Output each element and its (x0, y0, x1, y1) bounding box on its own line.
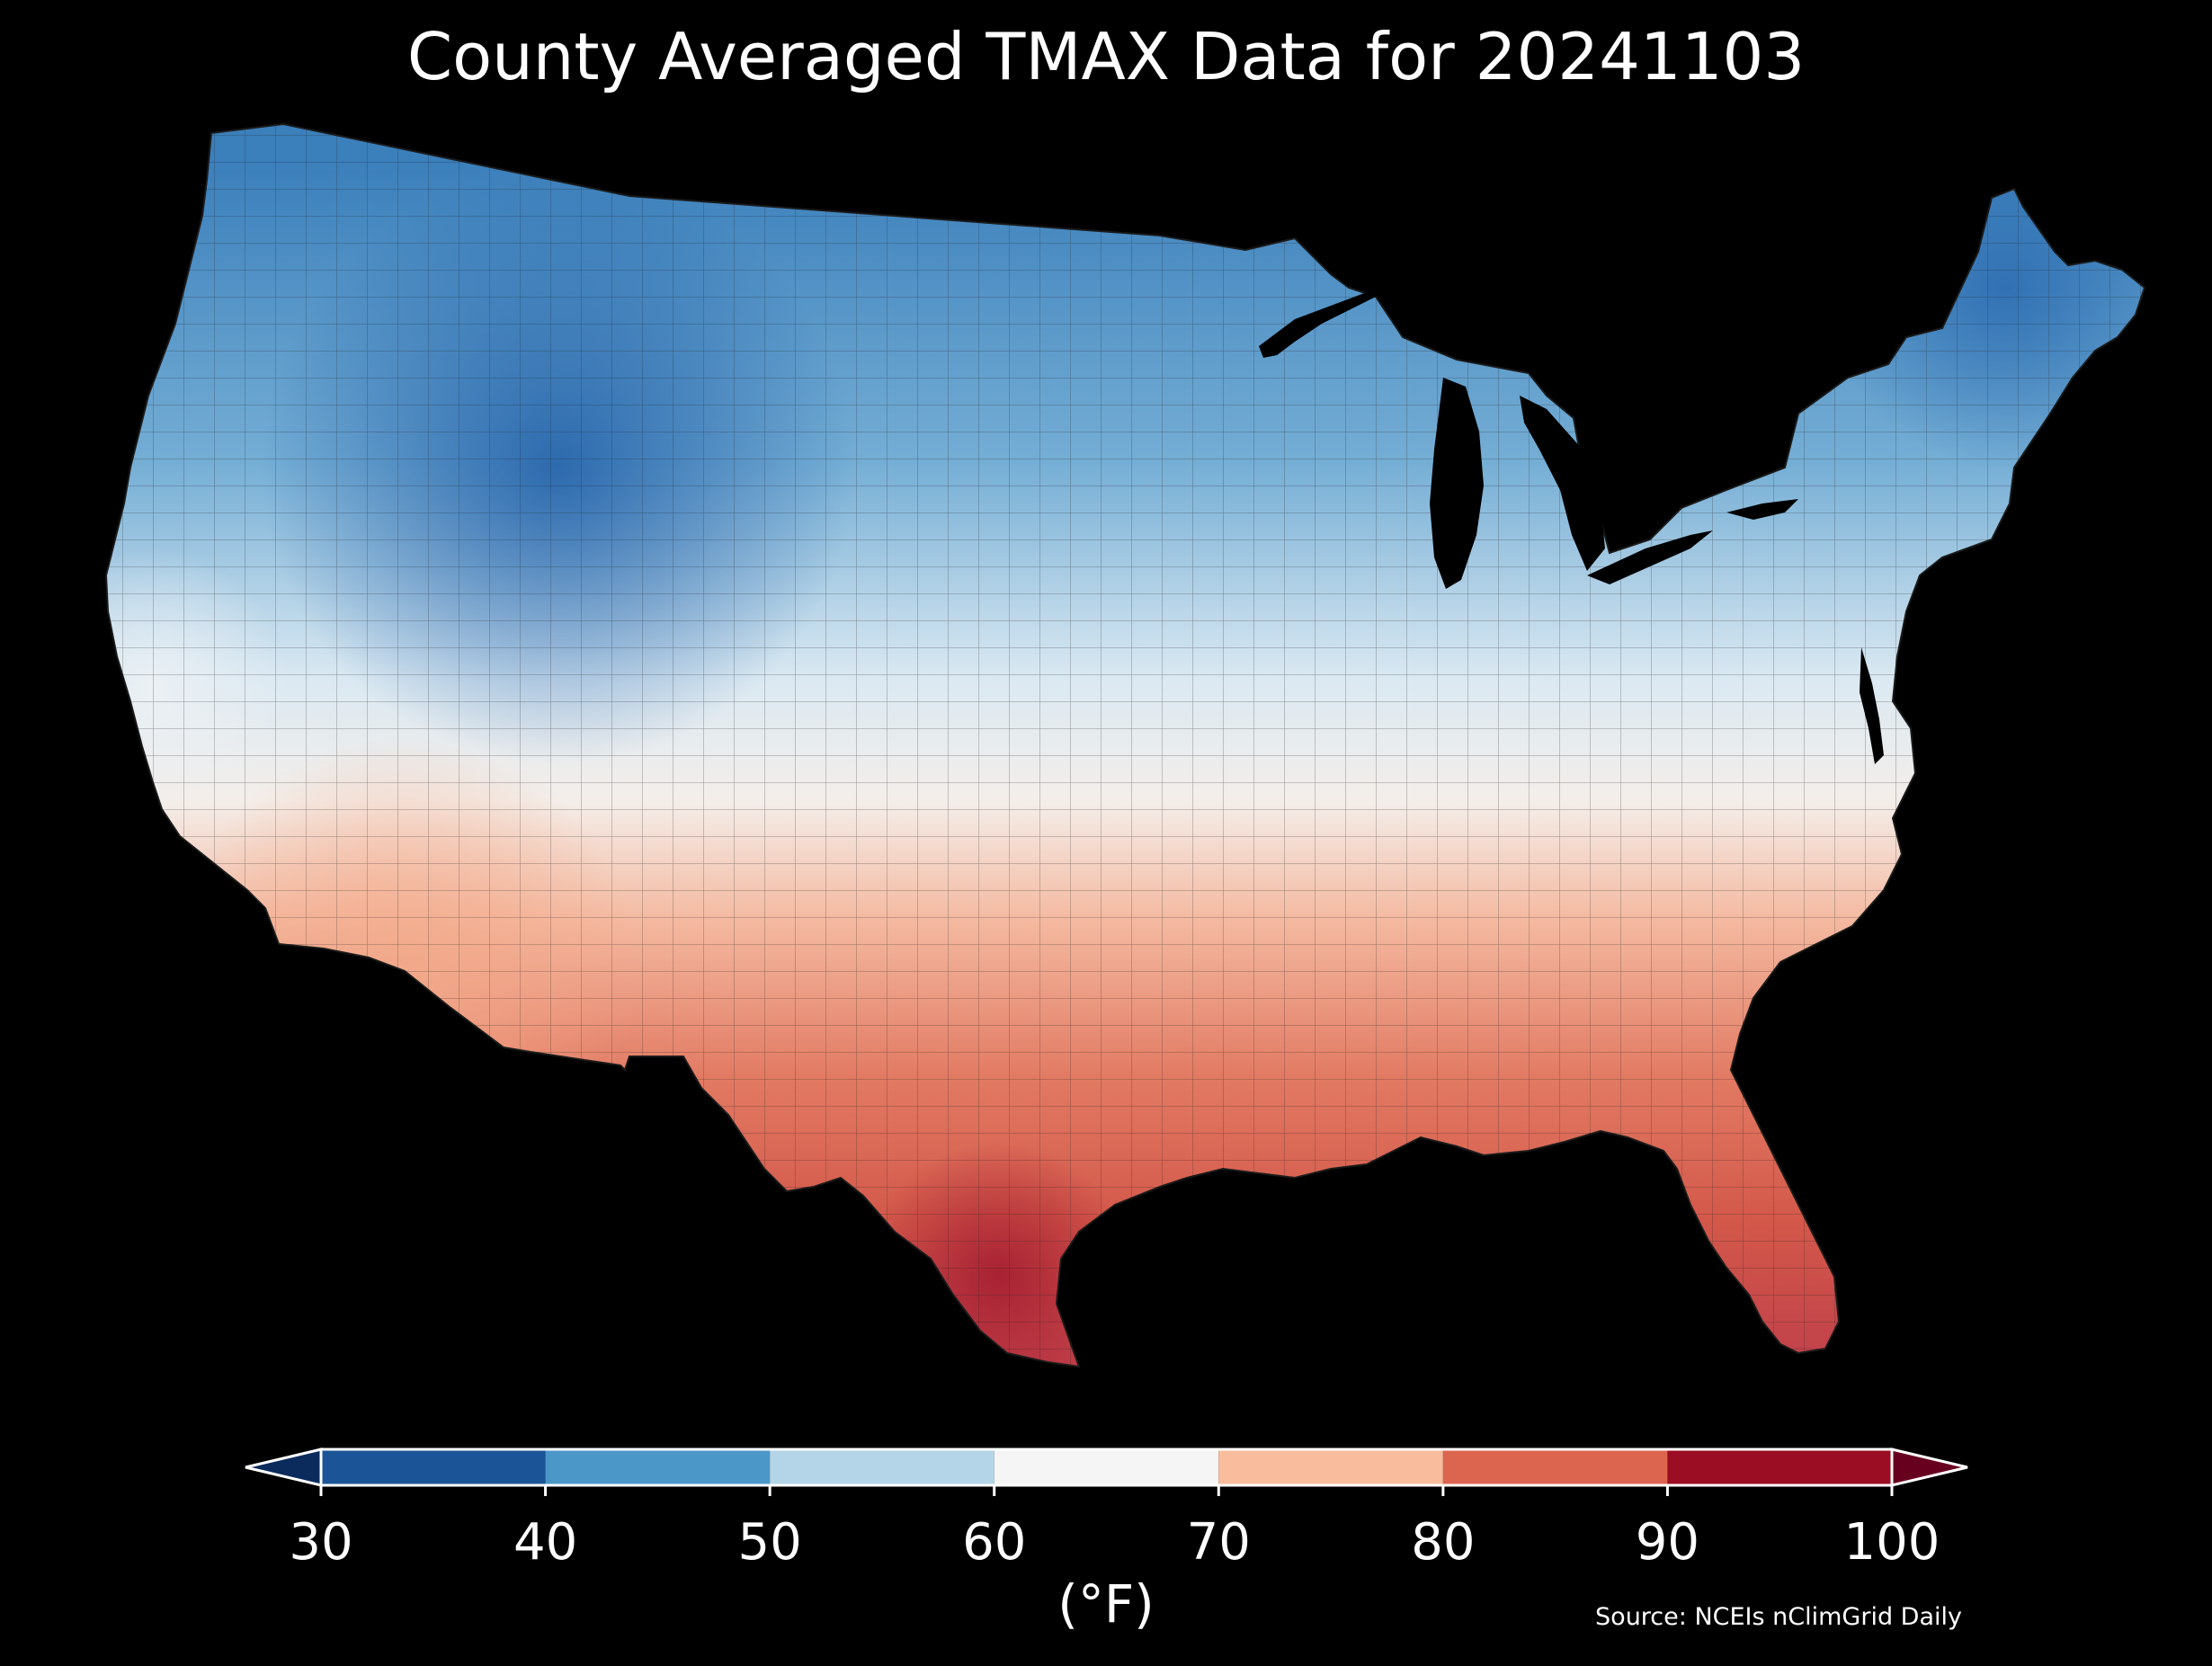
colorbar-tick-label: 70 (1187, 1513, 1251, 1572)
us-outline (104, 122, 2146, 1368)
lake-michigan (1430, 378, 1484, 589)
colorbar-tick-label: 100 (1844, 1513, 1940, 1572)
page-title: County Averaged TMAX Data for 20241103 (406, 19, 1806, 94)
colorbar-tick-label: 30 (289, 1513, 352, 1572)
colorbar-bin (1667, 1449, 1892, 1485)
colorbar-bin (1442, 1449, 1668, 1485)
colorbar-tick-label: 90 (1636, 1513, 1699, 1572)
colorbar-bin (994, 1449, 1219, 1485)
colorbar-tick-label: 80 (1411, 1513, 1475, 1572)
colorbar-under-arrow (245, 1448, 323, 1487)
colorbar-units-label: (°F) (1057, 1573, 1155, 1635)
source-note: Source: NCEIs nClimGrid Daily (1595, 1603, 1962, 1631)
colorbar-frame (319, 1448, 1894, 1487)
colorbar-tick-label: 60 (962, 1513, 1026, 1572)
colorbar-over-arrow (1890, 1448, 1968, 1487)
colorbar-bins (245, 1448, 1968, 1487)
lake-ontario (1726, 499, 1798, 520)
colorbar-bin (770, 1449, 995, 1485)
lake-huron (1520, 396, 1605, 571)
colorbar-tick-label: 40 (513, 1513, 577, 1572)
chesapeake-bay (1860, 647, 1884, 764)
lake-erie (1587, 530, 1713, 584)
colorbar-bin (321, 1449, 546, 1485)
colorbar-bin (1218, 1449, 1443, 1485)
colorbar-tick-label: 50 (738, 1513, 802, 1572)
colorbar-bin (545, 1449, 771, 1485)
lake-superior (1259, 279, 1389, 358)
colorbar-ticks: 30 40 50 60 70 80 90 100 (289, 1485, 1940, 1572)
